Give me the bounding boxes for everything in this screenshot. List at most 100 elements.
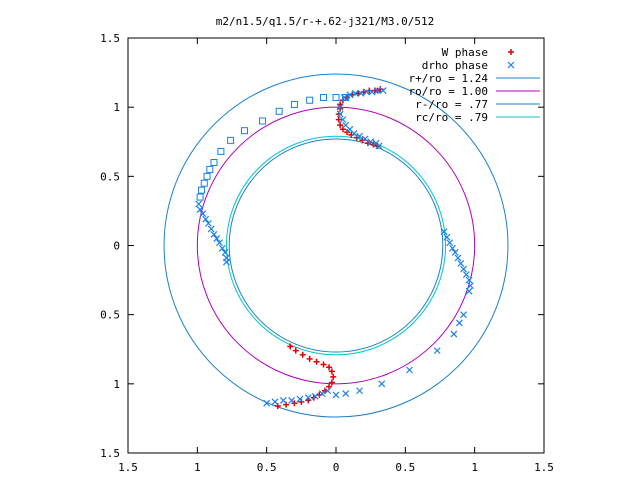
axis-ticks: 1.5 1 0.5 0 0.5 1 1.51.510.500.511.5	[100, 32, 554, 474]
data-point	[378, 380, 386, 388]
data-point	[216, 239, 223, 247]
data-point	[292, 347, 299, 354]
data-point	[227, 136, 235, 144]
data-point	[313, 358, 320, 365]
data-point	[210, 159, 218, 166]
data-point	[337, 122, 344, 129]
data-point	[465, 276, 473, 284]
legend-label: r+/ro = 1.24	[409, 72, 489, 85]
data-point	[195, 200, 203, 208]
chart-title: m2/n1.5/q1.5/r-+.62-j321/M3.0/512	[216, 15, 435, 28]
y-tick-label: 1.5	[100, 32, 120, 45]
data-point	[356, 387, 363, 395]
data-point	[221, 248, 229, 256]
data-point	[336, 110, 344, 118]
data-point	[196, 206, 204, 213]
data-point	[271, 398, 279, 406]
data-point	[342, 390, 350, 397]
data-point	[450, 330, 458, 338]
y-tick-label: 1	[113, 101, 120, 114]
data-point	[335, 116, 342, 123]
data-point	[462, 271, 470, 278]
data-point	[336, 103, 344, 111]
radius-circle	[196, 106, 476, 385]
data-point	[275, 107, 283, 115]
data-point	[196, 193, 204, 201]
radius-circle	[225, 135, 447, 356]
x-tick-label: 1.5	[534, 461, 554, 474]
data-point	[454, 254, 462, 262]
data-point	[299, 351, 306, 358]
data-point	[455, 319, 463, 327]
data-point	[320, 361, 327, 368]
data-point	[213, 235, 221, 243]
data-point	[357, 89, 365, 97]
y-tick-label: 0	[113, 240, 120, 253]
data-point	[406, 366, 413, 374]
data-point	[288, 397, 296, 404]
data-point	[374, 87, 382, 94]
data-point	[259, 117, 267, 125]
data-point	[306, 96, 314, 104]
x-tick-label: 1	[194, 461, 201, 474]
legend-label: ro/ro = 1.00	[409, 85, 488, 98]
data-point	[296, 395, 304, 403]
radius-circle	[163, 73, 509, 418]
data-point	[330, 373, 337, 380]
data-point	[279, 397, 287, 404]
data-point	[304, 394, 312, 402]
data-point	[324, 387, 332, 395]
legend-marker-sample	[508, 49, 514, 55]
data-point	[202, 215, 210, 223]
data-point	[199, 210, 207, 218]
data-point	[351, 89, 359, 97]
data-point	[460, 311, 467, 319]
data-points	[195, 86, 474, 409]
data-point	[332, 93, 340, 101]
data-point	[328, 379, 335, 386]
data-point	[203, 172, 211, 180]
data-point	[375, 142, 383, 150]
data-point	[328, 368, 335, 375]
data-point	[446, 239, 454, 247]
data-point	[318, 390, 326, 397]
data-point	[350, 130, 358, 137]
data-point	[356, 132, 363, 140]
data-point	[287, 343, 294, 350]
y-tick-label: 1	[113, 378, 120, 391]
data-point	[457, 260, 465, 267]
data-point	[342, 93, 350, 101]
data-point	[465, 287, 473, 295]
x-tick-label: 0.5	[395, 461, 415, 474]
data-point	[433, 347, 441, 355]
x-tick-label: 1.5	[118, 461, 138, 474]
radius-circles	[163, 73, 509, 418]
data-point	[223, 258, 230, 266]
data-point	[320, 93, 328, 101]
data-point	[440, 228, 448, 236]
data-point	[200, 179, 208, 187]
legend-label: W phase	[442, 46, 488, 59]
data-point	[218, 244, 226, 252]
data-point	[210, 231, 218, 238]
data-point	[207, 225, 215, 233]
legend-marker-sample	[507, 61, 515, 69]
data-point	[326, 364, 333, 371]
y-tick-label: 1.5	[100, 447, 120, 460]
data-point	[339, 116, 347, 124]
data-point	[379, 87, 387, 94]
data-point	[197, 186, 205, 194]
y-tick-label: 0.5	[100, 170, 120, 183]
data-point	[205, 219, 212, 227]
radius-circle	[228, 138, 444, 353]
data-point	[290, 100, 298, 108]
data-point	[306, 355, 313, 362]
data-point	[263, 399, 271, 407]
data-point	[467, 282, 474, 290]
data-point	[240, 127, 248, 135]
data-point	[367, 138, 375, 146]
legend-label: drho phase	[422, 59, 488, 72]
data-point	[311, 392, 319, 400]
data-point	[460, 265, 467, 273]
